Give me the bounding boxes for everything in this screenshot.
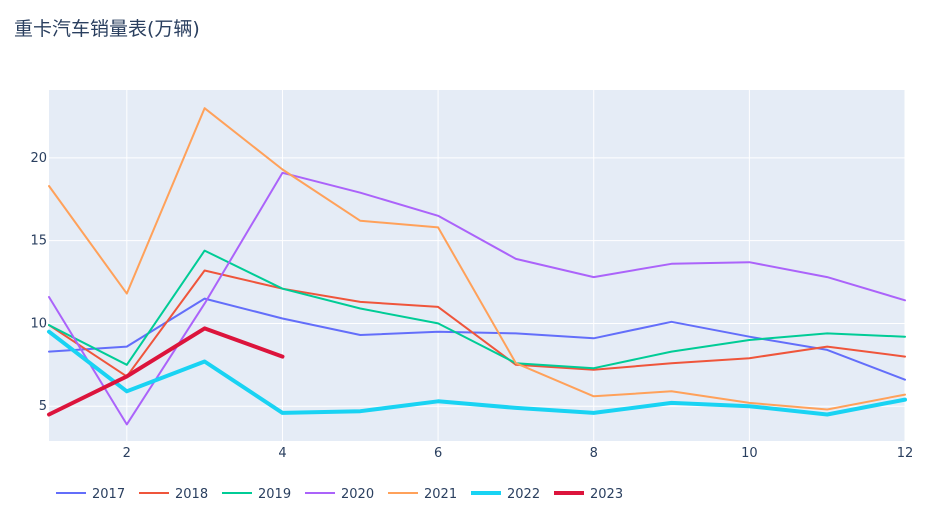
legend-label: 2019 xyxy=(258,487,291,502)
y-tick-label: 5 xyxy=(39,399,47,414)
legend-label: 2018 xyxy=(175,487,208,502)
legend-item-2020[interactable]: 2020 xyxy=(305,487,374,502)
legend-item-2023[interactable]: 2023 xyxy=(554,487,623,502)
series-line-2022 xyxy=(47,329,907,417)
series-lines xyxy=(47,107,907,426)
x-tick-label: 10 xyxy=(741,446,758,461)
x-tick-label: 2 xyxy=(123,446,131,461)
legend-item-2018[interactable]: 2018 xyxy=(139,487,208,502)
x-tick-label: 8 xyxy=(590,446,598,461)
legend-item-2022[interactable]: 2022 xyxy=(471,487,540,502)
x-axis-ticks: 2 4 6 8 10 12 xyxy=(123,446,914,461)
x-tick-label: 4 xyxy=(278,446,286,461)
legend-item-2019[interactable]: 2019 xyxy=(222,487,291,502)
series-line-2023 xyxy=(47,326,285,417)
y-tick-label: 10 xyxy=(30,316,47,331)
legend-label: 2020 xyxy=(341,487,374,502)
series-line-2019 xyxy=(48,249,906,370)
x-tick-label: 12 xyxy=(897,446,914,461)
y-tick-label: 20 xyxy=(30,151,47,166)
legend-item-2021[interactable]: 2021 xyxy=(388,487,457,502)
y-tick-label: 15 xyxy=(30,234,47,249)
series-line-2021 xyxy=(48,107,906,411)
chart-title: 重卡汽车销量表(万辆) xyxy=(14,18,200,40)
series-line-2020 xyxy=(48,171,906,426)
y-axis-ticks: 5 10 15 20 xyxy=(30,151,47,414)
legend-item-2017[interactable]: 2017 xyxy=(56,487,125,502)
x-tick-label: 6 xyxy=(434,446,442,461)
series-line-2018 xyxy=(48,269,906,378)
legend: 2017 2018 2019 2020 2021 2022 2023 xyxy=(56,487,623,502)
plot-background xyxy=(49,90,905,441)
legend-label: 2021 xyxy=(424,487,457,502)
legend-label: 2022 xyxy=(507,487,540,502)
legend-label: 2023 xyxy=(590,487,623,502)
legend-label: 2017 xyxy=(92,487,125,502)
